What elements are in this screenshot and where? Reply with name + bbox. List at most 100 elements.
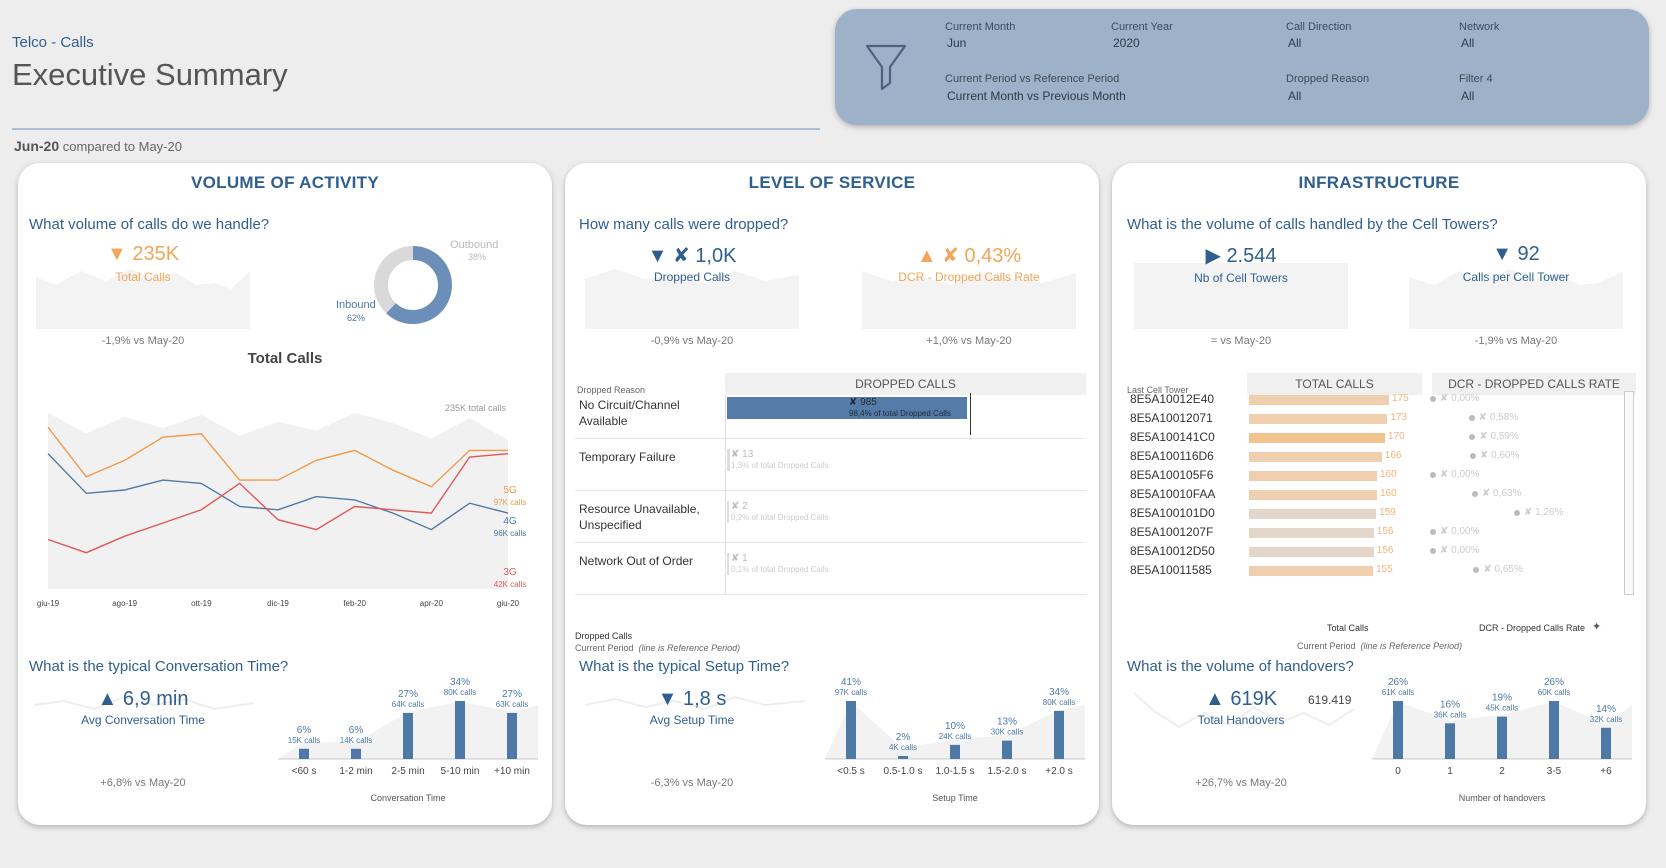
infra-question: What is the volume of calls handled by t…	[1127, 216, 1498, 233]
period-current: Jun-20	[14, 138, 60, 154]
handover-kpi: ▲ 619K	[1204, 688, 1278, 710]
tower-calls-bar	[1249, 433, 1385, 443]
reason-header: Dropped Reason	[577, 385, 646, 395]
bar-calls-label: 80K calls	[444, 688, 476, 697]
filter-network-select[interactable]: All	[1461, 36, 1475, 50]
bar-calls-label: 97K calls	[835, 688, 867, 697]
bar-background-area	[825, 701, 1085, 759]
bar-category-label: +6	[1600, 766, 1612, 777]
tower-scrollbar[interactable]	[1624, 391, 1634, 595]
tower-calls-bar	[1249, 509, 1377, 519]
setup-time-bar-chart: 41%97K calls <0.5 s 2%4K calls 0.5-1.0 s 10%…	[825, 677, 1085, 777]
tower-id: 8E5A10010FAA	[1130, 487, 1216, 501]
tower-dcr-dot	[1514, 510, 1520, 516]
filter-label-direction: Call Direction	[1286, 21, 1352, 33]
tower-id: 8E5A100116D6	[1130, 449, 1214, 463]
tower-dcr-dot	[1430, 396, 1436, 402]
tower-dcr-dot	[1430, 529, 1436, 535]
series-label-4g: 4G	[503, 516, 517, 527]
bar-pct-label: 2%	[896, 732, 911, 743]
filter-label-year: Current Year	[1111, 21, 1173, 33]
dropped-reason-label: Temporary Failure	[579, 450, 676, 464]
bar-pct-label: 6%	[349, 725, 364, 736]
bar-calls-label: 14K calls	[340, 736, 372, 745]
series-line-4g	[47, 453, 509, 531]
series-value-5g: 97K calls	[494, 498, 526, 507]
bar-category-label: 1-2 min	[339, 766, 372, 777]
inbound-pct: 62%	[347, 313, 366, 323]
conv-sparkline	[34, 695, 254, 711]
setup-sparkline	[585, 695, 805, 711]
total-calls-line-chart: Total Calls 235K total calls 5G 97K calls 4G…	[37, 351, 526, 608]
tower-header: Last Cell Tower	[1127, 385, 1189, 395]
towers-kpi: ▶ 2.544	[1205, 245, 1277, 267]
tower-dcr-dot	[1470, 453, 1476, 459]
x-tick-label: ott-19	[191, 599, 212, 608]
bar-category-label: 1	[1447, 766, 1453, 777]
tower-dcr-value: ✘ 0,65%	[1483, 564, 1523, 575]
tower-id: 8E5A10012D50	[1130, 544, 1215, 558]
series-value-4g: 96K calls	[494, 529, 526, 538]
conv-question: What is the typical Conversation Time?	[29, 658, 289, 675]
bar-pct-label: 16%	[1440, 699, 1460, 710]
bar-calls-label: 36K calls	[1434, 710, 1466, 719]
tower-id: 8E5A10012E40	[1130, 392, 1215, 406]
dropped-footnote-title: Dropped Calls	[575, 631, 633, 641]
setup-label: Avg Setup Time	[649, 713, 735, 727]
filter-reason-select[interactable]: All	[1288, 89, 1302, 103]
filter-period-select[interactable]: Current Month vs Previous Month	[947, 89, 1126, 103]
tower-foot-dcr: DCR - Dropped Calls Rate	[1479, 623, 1586, 633]
cpt-label: Calls per Cell Tower	[1462, 270, 1570, 284]
dropped-bar	[727, 397, 967, 419]
total-calls-vs: -1,9% vs May-20	[101, 335, 185, 347]
bar-calls-label: 60K calls	[1538, 688, 1570, 697]
dropped-bar	[727, 553, 729, 575]
filter-direction-select[interactable]: All	[1288, 36, 1302, 50]
handover-vs: +26,7% vs May-20	[1195, 777, 1287, 789]
tower-calls-bar	[1249, 490, 1377, 500]
period-line: Jun-20 compared to May-20	[14, 138, 182, 154]
tower-foot-period: Current Period	[1297, 641, 1356, 651]
dropped-footnote-text: Current Period	[575, 643, 634, 653]
filter-month-select[interactable]: Jun	[947, 36, 967, 50]
donut-slice-outbound	[374, 246, 452, 324]
bar-calls-label: 15K calls	[288, 736, 320, 745]
row-divider	[575, 542, 1086, 543]
filter-year-select[interactable]: 2020	[1113, 36, 1140, 50]
subtitle: Telco - Calls	[12, 34, 94, 51]
bar-category-label: 0.5-1.0 s	[884, 766, 923, 777]
tower-calls-bar	[1249, 471, 1377, 481]
dropped-share-label: 0,2% of total Dropped Calls	[731, 513, 829, 522]
bar	[1393, 701, 1403, 759]
dcr-kpi: ▲ ✘ 0,43%	[916, 245, 1022, 267]
dropped-kpi: ▼ ✘ 1,0K	[647, 245, 737, 267]
bar-pct-label: 19%	[1492, 693, 1512, 704]
series-value-3g: 42K calls	[494, 580, 526, 589]
row-divider	[575, 438, 1086, 439]
header-rule	[12, 128, 820, 130]
tower-id: 8E5A100105F6	[1130, 468, 1214, 482]
bar-pct-label: 14%	[1596, 704, 1616, 715]
bar-pct-label: 27%	[398, 689, 418, 700]
row-divider	[575, 594, 1086, 595]
bar-pct-label: 34%	[1049, 687, 1069, 698]
tower-calls-value: 155	[1376, 564, 1393, 575]
tower-dcr-dot	[1430, 548, 1436, 554]
tower-dcr-value: ✘ 0,00%	[1440, 545, 1480, 556]
bar-pct-label: 26%	[1388, 677, 1408, 688]
filter-4-select[interactable]: All	[1461, 89, 1475, 103]
setup-axis-title: Setup Time	[932, 793, 978, 803]
volume-card: VOLUME OF ACTIVITY What volume of calls …	[18, 163, 552, 825]
bar-category-label: 2-5 min	[391, 766, 424, 777]
pin-icon[interactable]: ✦	[1592, 621, 1602, 633]
x-tick-label: dic-19	[267, 599, 289, 608]
bar	[507, 712, 517, 759]
bar-category-label: <60 s	[292, 766, 317, 777]
dropped-bar	[727, 501, 729, 523]
x-tick-label: apr-20	[420, 599, 444, 608]
x-tick-label: giu-20	[497, 599, 520, 608]
funnel-icon[interactable]	[865, 43, 907, 91]
dropped-footnote-italic: (line is Reference Period)	[638, 643, 741, 653]
tower-calls-bar	[1249, 395, 1389, 405]
axis-line	[725, 395, 726, 595]
